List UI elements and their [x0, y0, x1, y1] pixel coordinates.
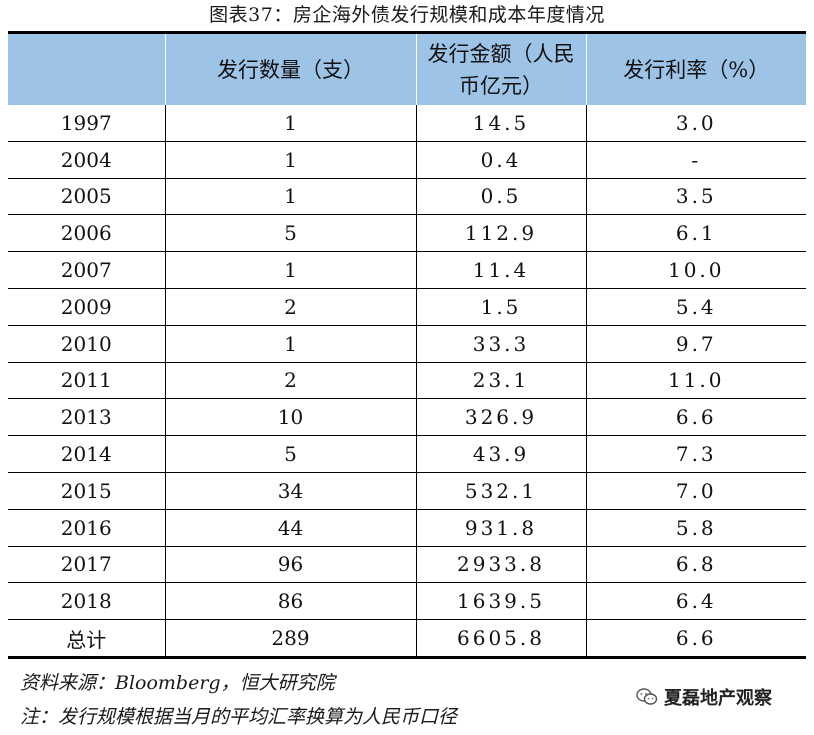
cell-count: 10 — [164, 398, 417, 437]
cell-count: 96 — [164, 545, 417, 584]
cell-count: 1 — [164, 177, 417, 216]
table-row: 2013 10 326.9 6.6 — [8, 398, 806, 437]
header-count: 发行数量（支） — [164, 34, 417, 105]
header-year — [8, 34, 166, 105]
table-row: 1997 1 14.5 3.0 — [8, 105, 806, 142]
cell-amount: 14.5 — [415, 105, 587, 142]
cell-year: 2010 — [8, 324, 166, 363]
cell-year: 2009 — [8, 287, 166, 326]
cell-year: 2017 — [8, 545, 166, 584]
watermark: 夏磊地产观察 — [636, 684, 772, 710]
footnote: 注：发行规模根据当月的平均汇率换算为人民币口径 — [20, 706, 458, 728]
cell-amount: 33.3 — [415, 324, 587, 363]
cell-amount: 112.9 — [415, 214, 587, 253]
data-table-container: 发行数量（支） 发行金额（人民币亿元） 发行利率（%） 1997 1 14.5 3.0… — [8, 31, 806, 659]
cell-amount: 1.5 — [415, 287, 587, 326]
cell-count: 2 — [164, 361, 417, 400]
cell-year: 2005 — [8, 177, 166, 216]
table-row: 2010 1 33.3 9.7 — [8, 324, 806, 363]
cell-rate: 11.0 — [585, 361, 806, 400]
figure-title: 图表37：房企海外债发行规模和成本年度情况 — [209, 4, 605, 26]
table-row: 2014 5 43.9 7.3 — [8, 435, 806, 473]
cell-amount: 11.4 — [415, 251, 587, 289]
cell-year: 2011 — [8, 361, 166, 400]
cell-year: 2016 — [8, 508, 166, 547]
cell-amount: 6605.8 — [415, 619, 587, 656]
cell-rate: - — [585, 140, 806, 179]
cell-year: 2013 — [8, 398, 166, 437]
cell-amount: 43.9 — [415, 435, 587, 473]
table-row: 2004 1 0.4- — [8, 140, 806, 179]
wechat-icon — [636, 688, 658, 705]
cell-year: 1997 — [8, 105, 166, 142]
cell-rate: 6.4 — [585, 582, 806, 621]
cell-amount: 1639.5 — [415, 582, 587, 621]
cell-amount: 23.1 — [415, 361, 587, 400]
cell-rate: 6.8 — [585, 545, 806, 584]
cell-rate: 3.0 — [585, 105, 806, 142]
cell-year: 2018 — [8, 582, 166, 621]
cell-amount: 0.5 — [415, 177, 587, 216]
cell-amount: 326.9 — [415, 398, 587, 437]
cell-year: 总计 — [8, 619, 166, 656]
cell-count: 1 — [164, 324, 417, 363]
cell-count: 5 — [164, 435, 417, 473]
cell-year: 2006 — [8, 214, 166, 253]
header-rate: 发行利率（%） — [585, 34, 806, 105]
cell-year: 2007 — [8, 251, 166, 289]
cell-rate: 5.8 — [585, 508, 806, 547]
cell-year: 2014 — [8, 435, 166, 473]
cell-rate: 9.7 — [585, 324, 806, 363]
watermark-text: 夏磊地产观察 — [664, 688, 772, 709]
cell-amount: 931.8 — [415, 508, 587, 547]
table-row: 2016 44 931.8 5.8 — [8, 508, 806, 547]
cell-count: 44 — [164, 508, 417, 547]
table-row: 2015 34 532.1 7.0 — [8, 471, 806, 510]
cell-year: 2015 — [8, 471, 166, 510]
table-header-row: 发行数量（支） 发行金额（人民币亿元） 发行利率（%） — [8, 34, 806, 105]
cell-rate: 7.0 — [585, 471, 806, 510]
cell-count: 2 — [164, 287, 417, 326]
cell-rate: 3.5 — [585, 177, 806, 216]
cell-rate: 10.0 — [585, 251, 806, 289]
table-row: 2018 86 1639.5 6.4 — [8, 582, 806, 621]
table-row: 2017 96 2933.8 6.8 — [8, 545, 806, 584]
cell-count: 86 — [164, 582, 417, 621]
cell-rate: 6.6 — [585, 619, 806, 656]
cell-count: 289 — [164, 619, 417, 656]
cell-count: 1 — [164, 251, 417, 289]
table-row: 2005 1 0.5 3.5 — [8, 177, 806, 216]
cell-amount: 0.4 — [415, 140, 587, 179]
header-amount: 发行金额（人民币亿元） — [415, 34, 587, 105]
cell-count: 5 — [164, 214, 417, 253]
cell-count: 1 — [164, 140, 417, 179]
table-row: 2009 2 1.5 5.4 — [8, 287, 806, 326]
data-table: 发行数量（支） 发行金额（人民币亿元） 发行利率（%） 1997 1 14.5 3.0… — [8, 34, 806, 656]
cell-amount: 2933.8 — [415, 545, 587, 584]
cell-year: 2004 — [8, 140, 166, 179]
table-row: 2006 5 112.9 6.1 — [8, 214, 806, 253]
cell-count: 34 — [164, 471, 417, 510]
total-row: 总计 289 6605.8 6.6 — [8, 619, 806, 656]
cell-rate: 7.3 — [585, 435, 806, 473]
table-row: 2007 1 11.4 10.0 — [8, 251, 806, 289]
table-row: 2011 2 23.1 11.0 — [8, 361, 806, 400]
cell-count: 1 — [164, 105, 417, 142]
source-note: 资料来源：Bloomberg，恒大研究院 — [20, 672, 335, 694]
cell-rate: 5.4 — [585, 287, 806, 326]
cell-rate: 6.1 — [585, 214, 806, 253]
cell-amount: 532.1 — [415, 471, 587, 510]
cell-rate: 6.6 — [585, 398, 806, 437]
